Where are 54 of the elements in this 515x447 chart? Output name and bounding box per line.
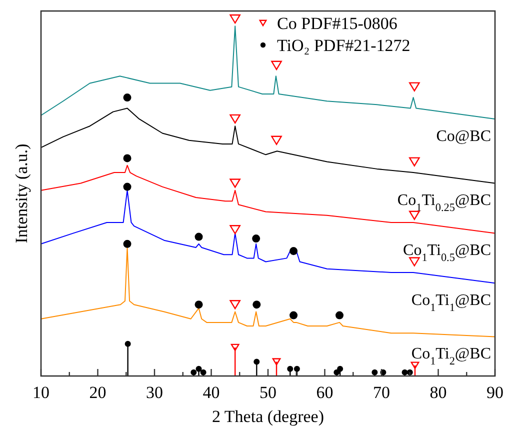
point: [271, 136, 282, 145]
point: [402, 369, 408, 376]
x-tick-label: 10: [32, 383, 50, 402]
point: [190, 369, 197, 376]
point: [372, 369, 378, 376]
x-tick-label: 70: [373, 383, 390, 402]
point: [409, 82, 420, 92]
series-label: Co$_{1}$Ti$_{0.5}$@BC: [403, 242, 491, 264]
point: [123, 240, 132, 248]
point: [194, 232, 203, 241]
point: [337, 366, 344, 372]
point: [271, 60, 282, 70]
point: [230, 178, 240, 188]
point: [194, 300, 203, 309]
series-label: Co@BC: [436, 128, 491, 145]
x-tick-label: 80: [430, 383, 447, 402]
point: [230, 114, 240, 124]
point: [123, 154, 132, 162]
point: [272, 358, 281, 366]
point: [290, 311, 298, 320]
point: [230, 300, 240, 310]
point: [290, 247, 298, 256]
point: [287, 366, 294, 372]
point: [334, 369, 340, 376]
x-tick-label: 60: [316, 383, 334, 402]
point: [252, 300, 261, 309]
point: [123, 94, 132, 102]
series-label: Co$_{1}$Ti$_{0.25}$@BC: [397, 192, 491, 214]
x-axis-title: 2 Theta (degree): [212, 407, 324, 426]
point: [409, 257, 420, 266]
point: [252, 234, 260, 243]
point: [124, 340, 131, 347]
x-tick-label: 50: [260, 383, 276, 402]
point: [196, 366, 202, 372]
x-tick-label: 40: [202, 383, 220, 402]
point: [230, 14, 240, 24]
point: [123, 182, 132, 191]
series-label: Co$_{1}$Ti$_{1}$@BC: [411, 292, 491, 314]
point: [294, 366, 300, 372]
x-tick-label: 30: [146, 383, 163, 402]
series-label: Co$_{1}$Ti$_{2}$@BC: [411, 346, 491, 368]
point: [200, 369, 206, 376]
legend-label: TiO₂ PDF#21-1272: [277, 36, 410, 55]
point: [336, 311, 344, 320]
x-tick-label: 20: [89, 383, 106, 402]
x-tick-label: 90: [486, 383, 504, 402]
point: [409, 210, 420, 220]
point: [410, 362, 420, 369]
y-axis-title: Intensity (a.u.): [12, 144, 31, 244]
point: [230, 225, 240, 234]
legend-label: Co PDF#15-0806: [277, 14, 398, 33]
point: [254, 358, 260, 365]
point: [409, 157, 420, 166]
point: [230, 344, 240, 352]
